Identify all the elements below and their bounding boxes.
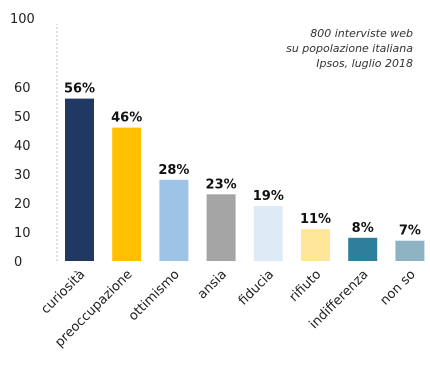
note-line-1: 800 interviste web xyxy=(310,27,413,40)
source-note: 800 interviste web su popolazione italia… xyxy=(286,27,413,70)
y-tick-label: 0 xyxy=(14,255,22,270)
bar-4 xyxy=(206,194,236,261)
y-tick-label: 60 xyxy=(14,81,31,96)
bar-2 xyxy=(112,127,142,261)
value-label-1: 56% xyxy=(64,82,95,97)
category-label-8: non so xyxy=(378,267,419,308)
value-label-3: 28% xyxy=(158,163,189,178)
value-label-2: 46% xyxy=(111,111,142,126)
value-label-6: 11% xyxy=(300,212,331,227)
y-tick-label: 10 xyxy=(14,226,31,241)
bar-7 xyxy=(348,237,378,261)
bar-8 xyxy=(395,240,425,261)
y-tick-label: 30 xyxy=(14,168,31,183)
bar-6 xyxy=(301,229,330,261)
note-line-3: Ipsos, luglio 2018 xyxy=(316,57,413,70)
y-axis: 0 10 20 30 40 50 60 100 xyxy=(10,12,58,270)
y-tick-label: 20 xyxy=(14,197,31,212)
value-label-4: 23% xyxy=(206,177,237,192)
y-tick-label: 50 xyxy=(14,110,31,125)
value-label-5: 19% xyxy=(253,189,284,204)
category-label-1: curiosità xyxy=(38,267,88,317)
category-label-3: ottimismo xyxy=(126,267,183,324)
value-labels: 56% 46% 28% 23% 19% 11% 8% 7% xyxy=(64,82,421,239)
value-label-7: 8% xyxy=(352,221,374,236)
bar-5 xyxy=(253,205,283,261)
bars xyxy=(65,98,425,261)
value-label-8: 7% xyxy=(399,224,421,239)
note-line-2: su popolazione italiana xyxy=(286,42,413,55)
category-label-5: fiducia xyxy=(236,267,277,308)
bar-3 xyxy=(159,179,189,261)
category-label-6: rifiuto xyxy=(287,267,325,305)
bar-1 xyxy=(65,98,94,261)
y-tick-label: 100 xyxy=(10,12,35,27)
y-tick-label: 40 xyxy=(14,139,31,154)
category-label-4: ansia xyxy=(195,267,230,302)
